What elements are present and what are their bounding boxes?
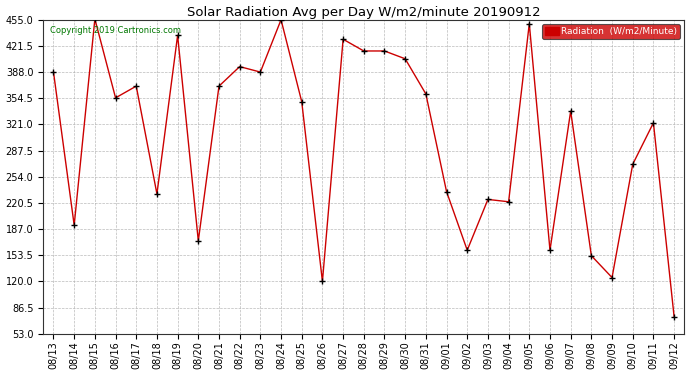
Title: Solar Radiation Avg per Day W/m2/minute 20190912: Solar Radiation Avg per Day W/m2/minute … xyxy=(187,6,540,18)
Text: Copyright 2019 Cartronics.com: Copyright 2019 Cartronics.com xyxy=(50,26,181,35)
Legend: Radiation  (W/m2/Minute): Radiation (W/m2/Minute) xyxy=(542,24,680,39)
